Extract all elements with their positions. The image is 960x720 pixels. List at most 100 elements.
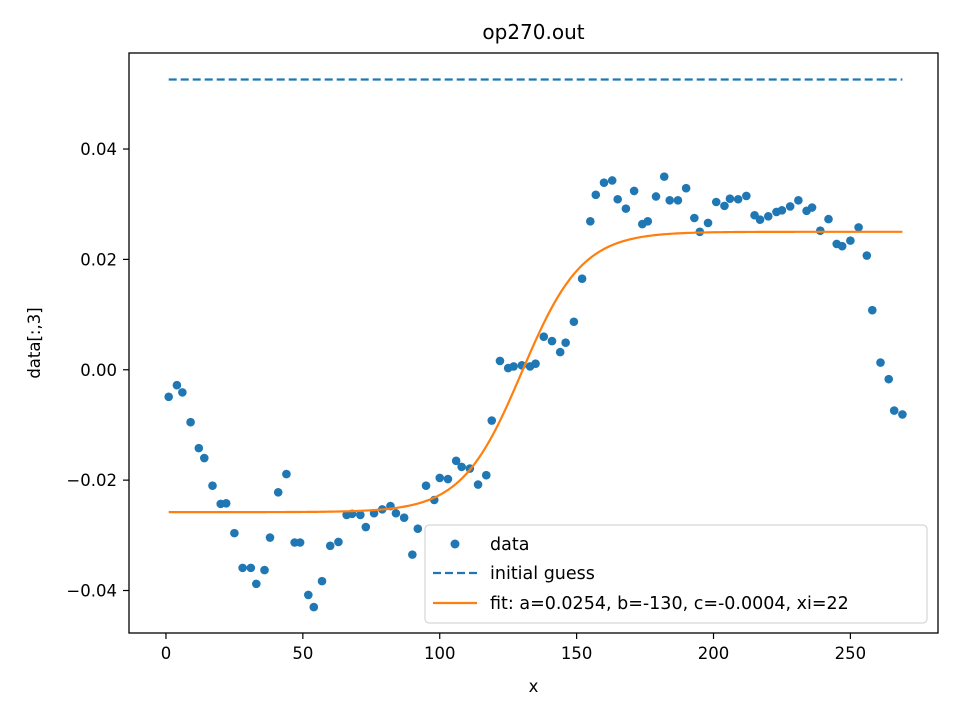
- data-point: [509, 362, 518, 371]
- data-point: [711, 197, 721, 207]
- data-point: [876, 358, 885, 367]
- data-point: [317, 576, 327, 586]
- legend-box: [424, 524, 928, 624]
- data-point: [629, 186, 639, 196]
- legend-label-data: data: [490, 535, 529, 555]
- data-point: [334, 537, 343, 547]
- data-point: [586, 217, 595, 226]
- data-point: [591, 190, 601, 200]
- data-point: [837, 241, 847, 251]
- data-point: [577, 274, 587, 284]
- data-point: [824, 214, 833, 224]
- x-tick-label: 50: [292, 644, 313, 663]
- data-point: [481, 470, 491, 480]
- x-tick-label: 200: [698, 644, 730, 663]
- x-tick-label: 250: [835, 644, 867, 663]
- data-point: [408, 550, 417, 559]
- y-tick-label: −0.02: [66, 471, 117, 490]
- series-layer: [164, 78, 907, 612]
- data-point: [282, 469, 291, 479]
- data-point: [613, 194, 622, 204]
- data-point: [725, 194, 735, 203]
- data-point: [547, 336, 557, 346]
- plot-frame: [128, 52, 939, 634]
- data-point: [421, 481, 431, 490]
- data-point: [304, 590, 313, 600]
- data-point: [785, 202, 795, 211]
- data-point: [309, 602, 319, 612]
- data-point: [555, 347, 565, 357]
- data-point: [867, 305, 877, 315]
- legend: data initial guess fit: a=0.0254, b=-130…: [424, 524, 928, 624]
- data-point: [230, 528, 239, 538]
- data-point: [651, 192, 661, 201]
- data-point: [457, 462, 466, 472]
- data-point: [172, 380, 182, 390]
- data-point: [539, 332, 549, 341]
- data-point: [413, 524, 423, 533]
- data-point: [659, 172, 669, 181]
- data-point: [495, 356, 505, 366]
- data-point: [703, 218, 713, 228]
- data-point: [673, 196, 683, 205]
- data-point: [246, 563, 256, 573]
- data-point: [451, 456, 461, 466]
- x-tick-label: 0: [161, 644, 172, 663]
- data-point: [607, 176, 617, 185]
- legend-label-fit: fit: a=0.0254, b=-130, c=-0.0004, xi=22: [490, 594, 849, 614]
- data-point: [599, 178, 609, 187]
- data-point: [443, 474, 453, 484]
- data-point: [807, 203, 817, 212]
- data-point: [238, 563, 247, 573]
- data-point: [435, 473, 445, 483]
- data-point: [273, 487, 283, 497]
- data-point: [884, 374, 894, 384]
- data-point: [846, 236, 855, 245]
- data-point: [862, 251, 872, 260]
- y-tick-label: 0.02: [80, 250, 117, 269]
- data-point: [361, 522, 371, 532]
- data-point: [794, 196, 803, 205]
- data-point: [777, 205, 787, 215]
- y-tick-label: 0.00: [80, 361, 117, 380]
- data-point: [399, 513, 409, 522]
- data-point: [186, 417, 195, 427]
- data-point: [487, 416, 497, 425]
- data-point: [199, 453, 209, 463]
- y-tick-label: −0.04: [66, 582, 117, 601]
- legend-label-initial-guess: initial guess: [490, 564, 595, 584]
- x-tick-label: 150: [561, 644, 593, 663]
- data-point: [178, 388, 187, 397]
- data-point: [742, 191, 751, 201]
- data-point: [295, 538, 305, 547]
- x-axis: 0 50 100 150 200 250: [161, 633, 866, 663]
- data-point: [531, 359, 540, 368]
- data-point: [356, 510, 365, 520]
- data-point: [621, 204, 631, 213]
- x-axis-label: x: [529, 677, 539, 696]
- data-point: [473, 480, 483, 489]
- data-point: [681, 183, 691, 193]
- data-point: [755, 215, 765, 224]
- data-point: [252, 579, 261, 589]
- fit-curve: [168, 230, 903, 514]
- data-point: [164, 392, 173, 402]
- data-point: [643, 217, 653, 226]
- data-point: [763, 212, 773, 221]
- data-point: [194, 443, 204, 453]
- data-point: [720, 201, 729, 211]
- data-point: [889, 406, 899, 415]
- data-point: [854, 223, 863, 232]
- data-point: [561, 338, 570, 348]
- data-point: [221, 499, 231, 508]
- data-point: [265, 533, 275, 542]
- y-axis: −0.04 −0.02 0.00 0.02 0.04: [66, 140, 129, 601]
- data-point: [665, 196, 675, 205]
- y-tick-label: 0.04: [80, 140, 117, 159]
- data-point: [690, 213, 699, 223]
- data-point: [733, 194, 743, 204]
- data-point: [898, 410, 907, 419]
- data-point: [391, 508, 401, 518]
- y-axis-label: data[:,3]: [25, 307, 44, 378]
